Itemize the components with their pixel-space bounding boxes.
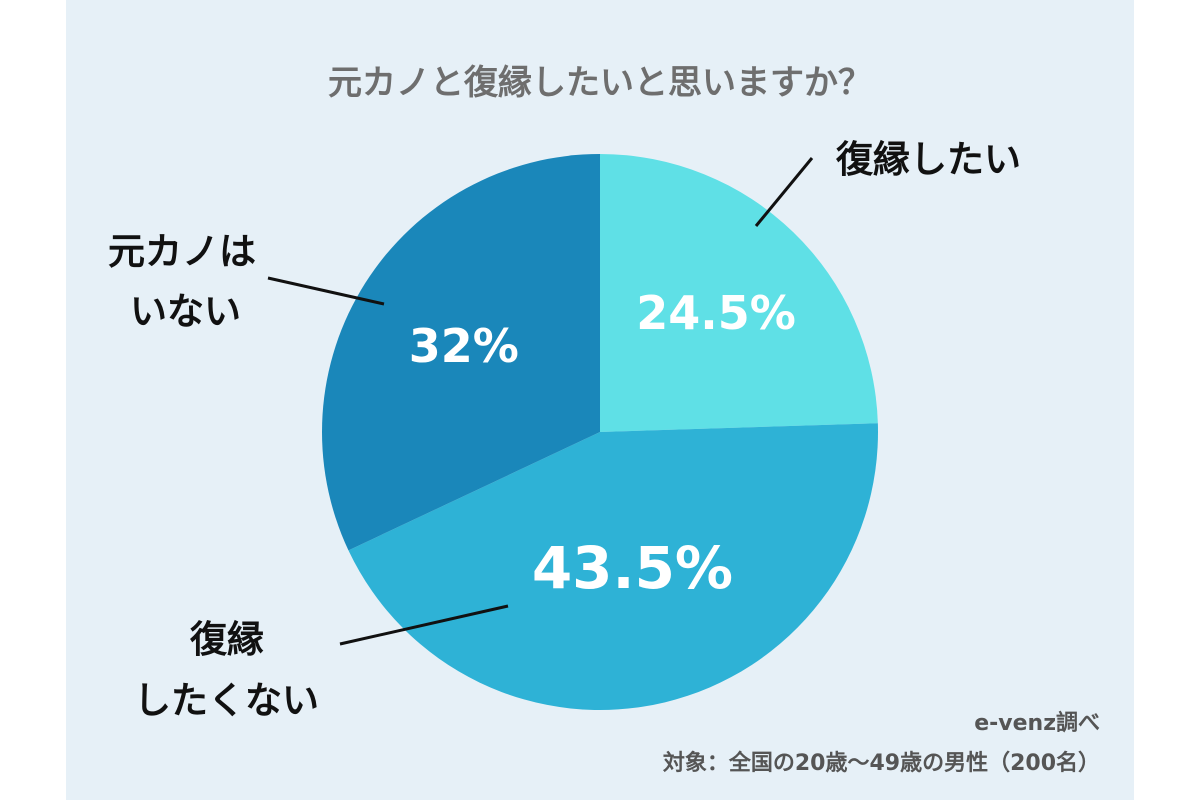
category-label-reconcile: 復縁したい — [835, 138, 1021, 181]
survey-note: 対象：全国の20歳〜49歳の男性（200名） — [663, 750, 1100, 776]
category-label-no-ex-line2: いない — [130, 290, 241, 333]
category-label-no-ex-line1: 元カノは — [108, 230, 256, 273]
leader-line-no-reconcile — [339, 604, 509, 646]
percent-label-reconcile: 24.5% — [636, 286, 796, 340]
pie-slice-no-ex — [321, 154, 600, 551]
percent-labels: 24.5% 43.5% 32% — [409, 286, 796, 602]
pie-slices — [321, 154, 878, 711]
category-label-no-reconcile-line2: したくない — [134, 679, 319, 722]
leader-line-no-ex — [267, 276, 385, 306]
pie-slice-reconcile — [600, 154, 878, 432]
pie-slice-no-reconcile — [348, 423, 878, 711]
percent-label-no-reconcile: 43.5% — [532, 534, 733, 602]
chart-title: 元カノと復縁したいと思いますか？ — [328, 63, 872, 103]
percent-label-no-ex: 32% — [409, 319, 519, 373]
leader-line-reconcile — [754, 157, 814, 227]
category-label-no-reconcile-line1: 復縁 — [189, 618, 264, 661]
source-credit: e-venz調べ — [974, 710, 1100, 736]
